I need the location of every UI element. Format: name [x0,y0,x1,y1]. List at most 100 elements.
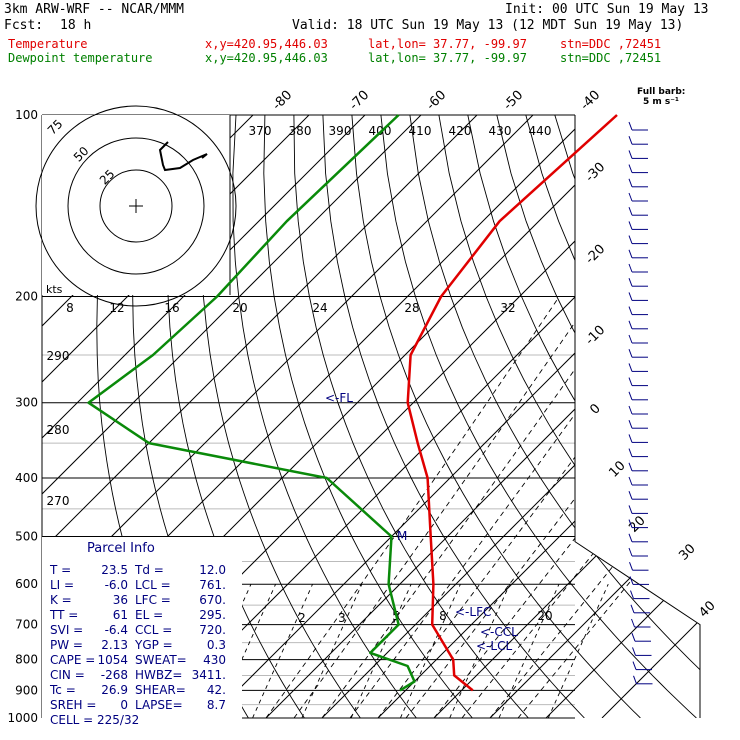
theta-label: 380 [289,124,312,138]
isotherm [42,115,366,718]
wind-barb-flag [628,121,633,131]
parcel-value: -6.0 [105,578,128,592]
parcel-value: 1054 [97,653,128,667]
temp-legend-xy: x,y=420.95,446.03 [205,37,328,51]
mixing-ratio-line [350,584,412,718]
right-temp-label: -10 [583,323,609,349]
parcel-value2: 0.3 [207,638,226,652]
parcel-key2: EL = [135,608,163,622]
dry-adiabat [322,115,585,718]
parcel-value2: 670. [199,593,226,607]
moist-adiabat [349,296,661,718]
dew-legend-name: Dewpoint temperature [8,51,153,65]
pressure-label: 400 [15,471,38,485]
isotherm [545,115,700,718]
moist-adiabat [377,296,694,718]
parcel-key: LI = [50,578,74,592]
parcel-key: SVI = [50,623,83,637]
right-temp-label: -30 [583,160,609,186]
dry-adiabat [612,115,700,718]
dry-adiabat [200,115,361,718]
wind-barb-flag [628,164,633,173]
wind-barb-flag [628,249,633,258]
pressure-label: 800 [15,653,38,667]
isotherm [265,115,700,718]
fcst-value: 18 h [60,18,92,33]
parcel-key2: LAPSE= [135,698,183,712]
parcel-key: K = [50,593,72,607]
mixing-ratio-label-low: 8 [439,609,447,623]
wind-barb-flag [628,235,633,244]
parcel-key: PW = [50,638,83,652]
mixing-ratio-label: 28 [404,301,419,315]
wind-barb-flag [628,349,633,358]
theta-label: 410 [409,124,432,138]
theta-label: 390 [329,124,352,138]
left-theta-label: 270 [47,494,70,508]
m-annotation: M [397,529,407,543]
parcel-key: CAPE = [50,653,95,667]
parcel-key2: LFC = [135,593,171,607]
dry-adiabat [380,115,697,718]
parcel-value: -6.4 [105,623,128,637]
mixing-ratio-line [301,584,363,718]
parcel-key2: SHEAR= [135,683,186,697]
parcel-key: CIN = [50,668,85,682]
wind-barb-flag [629,576,634,585]
model-title: 3km ARW-WRF -- NCAR/MMM [4,2,185,17]
temp-legend-name: Temperature [8,37,88,51]
parcel-value: 2.13 [101,638,128,652]
mixing-ratio-label: 16 [164,301,179,315]
right-temp-label: 40 [696,598,718,620]
parcel-bg [42,537,242,727]
theta-label: 440 [529,124,552,138]
wind-barb-flag [628,519,633,528]
parcel-value: 23.5 [101,563,128,577]
right-temp-label: 30 [676,541,698,563]
isotherm [601,115,700,718]
pressure-label: 100 [15,108,38,122]
fcst-label: Fcst: [4,18,44,33]
lcl-annotation: <-LCL [476,639,512,653]
mixing-ratio-line [498,584,560,718]
wind-barb-flag [628,547,633,557]
moist-adiabat [489,296,700,718]
parcel-value: 61 [113,608,128,622]
parcel-info-panel: Parcel Info T = 23.5 Td = 12.0 LI = -6.0 LCL = 7… [42,537,242,727]
parcel-value: 0 [120,698,128,712]
mixing-ratio-line [449,584,511,718]
wind-barb-flag [629,562,633,571]
mixing-ratio-label: 12 [109,301,124,315]
hodo-trace [158,141,208,172]
parcel-value: -268 [101,668,128,682]
parcel-value2: 8.7 [207,698,226,712]
lfc-annotation: <-LFC [455,605,491,619]
moist-adiabat [433,296,700,718]
dry-adiabat [293,115,529,718]
parcel-value2: 12.0 [199,563,226,577]
dry-adiabat [232,115,417,718]
wind-barb-flag [628,278,633,287]
mixing-ratio-line [547,584,609,718]
sounding-curves: <-FL <-LFC <-CCL<-LCL M [87,114,618,692]
dry-adiabat [409,115,700,718]
mixing-ratio-label: 32 [500,301,515,315]
parcel-key2: HWBZ= [135,668,182,682]
isotherm [42,115,478,718]
pressure-label: 700 [15,618,38,632]
dry-adiabat [641,115,700,718]
pressure-label: 200 [15,290,38,304]
isotherm [42,115,534,718]
parcel-value2: 430 [203,653,226,667]
parcel-value: 26.9 [101,683,128,697]
moist-adiabat [293,296,594,718]
parcel-key2: SWEAT= [135,653,187,667]
right-temp-label: -20 [583,242,609,268]
dry-adiabat [554,115,700,718]
wind-barb-flag [628,334,633,344]
wind-barb-flag [628,263,633,273]
wind-barb-flag [632,647,636,656]
wind-barb-flag [628,136,633,145]
theta-label: 430 [489,124,512,138]
